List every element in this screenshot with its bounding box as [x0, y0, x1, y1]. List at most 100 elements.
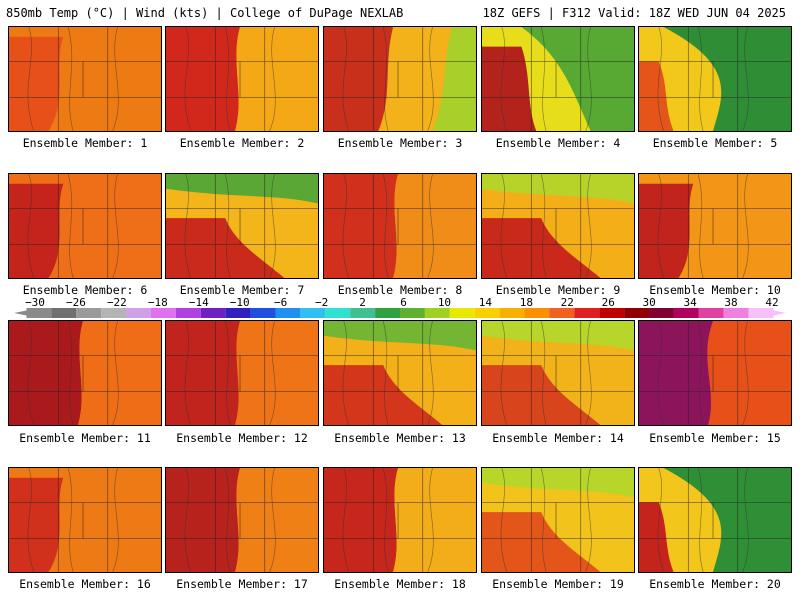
colorbar-segment [549, 308, 575, 318]
colorbar-segment [449, 308, 475, 318]
colorbar-tick-label: 42 [765, 296, 779, 309]
temperature-map [9, 27, 161, 131]
colorbar-segment [101, 308, 127, 318]
ensemble-member-label: Ensemble Member: 18 [334, 577, 466, 591]
ensemble-map-panel [165, 467, 319, 573]
temperature-region [663, 27, 791, 131]
temperature-contours [27, 27, 119, 131]
colorbar-segment [748, 308, 774, 318]
temperature-contours [342, 321, 434, 425]
ensemble-member-label: Ensemble Member: 7 [179, 283, 305, 297]
colorbar-segment [150, 308, 176, 318]
temperature-region [9, 36, 64, 131]
ensemble-map-panel [481, 320, 635, 426]
colorbar-segment [26, 308, 52, 318]
state-borders [324, 27, 476, 131]
colorbar-tick-label: 6 [400, 296, 407, 309]
ensemble-member-label: Ensemble Member: 16 [19, 577, 151, 591]
ensemble-member-label: Ensemble Member: 9 [495, 283, 621, 297]
colorbar-segment [574, 308, 600, 318]
state-borders [166, 468, 318, 572]
temperature-map [9, 174, 161, 278]
temperature-region [482, 512, 601, 572]
temperature-map [324, 468, 476, 572]
temperature-region [9, 183, 64, 278]
ensemble-member-label: Ensemble Member: 13 [334, 431, 466, 445]
state-borders [166, 174, 318, 278]
colorbar-tick-labels: −30 −26 −22 −18 −14 −10 −6 −2 2 6 10 14 18 22 26 30 34 38… [0, 296, 800, 309]
ensemble-member-label: Ensemble Member: 15 [649, 431, 781, 445]
temperature-map [482, 27, 634, 131]
colorbar-segment [424, 308, 450, 318]
colorbar-segment [698, 308, 724, 318]
state-borders [324, 468, 476, 572]
temperature-region [166, 321, 241, 425]
colorbar-tick-label: 30 [642, 296, 656, 309]
colorbar-tick-label: −6 [274, 296, 288, 309]
colorbar-tick-label: −2 [314, 296, 329, 309]
colorbar-segment [225, 308, 251, 318]
temperature-map [482, 174, 634, 278]
ensemble-map-panel [8, 173, 162, 279]
temperature-region [482, 46, 537, 131]
temperature-contours [500, 174, 592, 278]
state-borders [9, 174, 161, 278]
temperature-region [9, 477, 64, 572]
temperature-region [663, 468, 791, 572]
colorbar-segment [76, 308, 102, 318]
temperature-map [639, 321, 791, 425]
temperature-contours [342, 468, 434, 572]
ensemble-member-label: Ensemble Member: 3 [337, 136, 463, 150]
temperature-contours [27, 321, 119, 425]
temperature-region [324, 365, 443, 425]
temperature-contours [27, 174, 119, 278]
temperature-contours [657, 321, 749, 425]
state-borders [482, 174, 634, 278]
temperature-map [166, 321, 318, 425]
ensemble-map-panel [323, 26, 477, 132]
colorbar-segment [325, 308, 351, 318]
ensemble-map-panel [8, 26, 162, 132]
colorbar-right-arrow [761, 308, 786, 318]
chart-title-left: 850mb Temp (°C) | Wind (kts) | College o… [6, 6, 404, 20]
ensemble-map-panel [638, 26, 792, 132]
temperature-contours [184, 174, 276, 278]
temperature-region [324, 174, 399, 278]
colorbar-segment [599, 308, 625, 318]
ensemble-member-label: Ensemble Member: 19 [492, 577, 624, 591]
temperature-region [166, 468, 241, 572]
ensemble-map-panel [323, 467, 477, 573]
ensemble-map-panel [323, 320, 477, 426]
colorbar-segment [300, 308, 326, 318]
state-borders [639, 321, 791, 425]
temperature-map [324, 321, 476, 425]
temperature-contours [184, 27, 276, 131]
colorbar-segment [649, 308, 674, 318]
colorbar-segment [400, 308, 425, 318]
colorbar-tick-label: −18 [147, 296, 168, 309]
colorbar-segment [250, 308, 276, 318]
colorbar-tick-label: 38 [724, 296, 738, 309]
temperature-region [482, 218, 601, 278]
temperature-map [639, 174, 791, 278]
temperature-map [639, 27, 791, 131]
ensemble-map-panel [165, 26, 319, 132]
state-borders [482, 468, 634, 572]
colorbar-tick-label: 26 [601, 296, 615, 309]
ensemble-map-panel [638, 467, 792, 573]
ensemble-member-label: Ensemble Member: 17 [176, 577, 308, 591]
state-borders [482, 321, 634, 425]
colorbar-segment [200, 308, 226, 318]
colorbar-tick-label: −22 [106, 296, 127, 309]
temperature-contours [184, 468, 276, 572]
colorbar-tick-label: 22 [560, 296, 574, 309]
temperature-contours [500, 468, 592, 572]
ensemble-member-label: Ensemble Member: 12 [176, 431, 308, 445]
colorbar-segment [474, 308, 500, 318]
colorbar-segment [275, 308, 301, 318]
ensemble-member-label: Ensemble Member: 2 [179, 136, 305, 150]
state-borders [639, 27, 791, 131]
temperature-region [639, 183, 694, 278]
ensemble-map-panel [481, 467, 635, 573]
temperature-contours [342, 174, 434, 278]
